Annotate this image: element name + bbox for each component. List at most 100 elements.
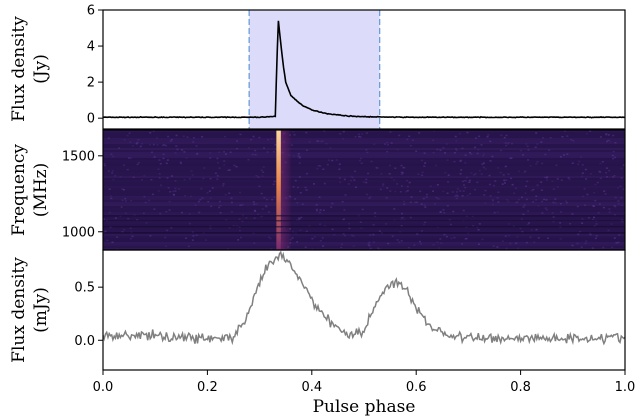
heatmap-speckle [478, 243, 480, 245]
heatmap-speckle [465, 237, 468, 240]
heatmap-speckle [476, 152, 479, 155]
y-tick-label: 0 [87, 112, 95, 127]
heatmap-speckle [114, 217, 117, 219]
heatmap-speckle [342, 233, 345, 235]
heatmap-speckle [525, 241, 528, 244]
heatmap-speckle [589, 130, 592, 132]
heatmap-speckle [605, 171, 608, 174]
heatmap-speckle [462, 180, 465, 183]
heatmap-speckle [252, 201, 255, 203]
heatmap-speckle [527, 222, 530, 224]
heatmap-speckle [223, 160, 226, 162]
heatmap-speckle [123, 189, 125, 191]
heatmap-speckle [398, 134, 401, 137]
heatmap-speckle [497, 201, 500, 203]
heatmap-speckle [613, 237, 616, 239]
y-tick-label: 0.5 [74, 281, 95, 296]
heatmap-speckle [503, 179, 506, 181]
heatmap-speckle [323, 130, 326, 132]
heatmap-speckle [585, 240, 588, 242]
heatmap-band [103, 152, 625, 154]
heatmap-speckle [516, 201, 519, 203]
heatmap-speckle [322, 140, 325, 142]
heatmap-speckle [251, 153, 254, 156]
heatmap-speckle [369, 196, 372, 198]
heatmap-speckle [394, 167, 397, 169]
heatmap-speckle [435, 164, 438, 167]
heatmap-speckle [424, 206, 427, 208]
heatmap-speckle [157, 190, 160, 192]
heatmap-speckle [461, 243, 464, 245]
heatmap-speckle [358, 135, 361, 138]
heatmap-speckle [175, 145, 178, 147]
heatmap-speckle [529, 164, 532, 167]
heatmap-speckle [298, 157, 301, 159]
heatmap-speckle [580, 246, 583, 248]
heatmap-speckle [354, 170, 357, 173]
heatmap-speckle [141, 142, 143, 145]
heatmap-speckle [529, 236, 532, 239]
heatmap-speckle [514, 187, 517, 190]
heatmap-speckle [556, 186, 559, 188]
heatmap-speckle [466, 194, 469, 197]
heatmap-speckle [265, 205, 268, 207]
heatmap-speckle [106, 239, 109, 241]
heatmap-speckle [228, 226, 231, 229]
heatmap-speckle [614, 205, 617, 208]
heatmap-speckle [620, 197, 623, 199]
heatmap-speckle [478, 135, 481, 138]
bottom-ylabel-line1: Flux density [9, 257, 29, 363]
heatmap-speckle [586, 193, 589, 196]
heatmap-speckle [552, 220, 555, 223]
heatmap-speckle [318, 211, 321, 214]
heatmap-speckle [342, 218, 345, 221]
heatmap-speckle [274, 144, 277, 146]
heatmap-speckle [517, 247, 520, 250]
heatmap-speckle [162, 153, 165, 156]
heatmap-speckle [258, 136, 261, 139]
heatmap-speckle [354, 186, 357, 188]
heatmap-speckle [419, 240, 421, 243]
flux-density-mjy-line [103, 250, 625, 346]
heatmap-speckle [135, 142, 138, 145]
heatmap-band [103, 184, 625, 186]
heatmap-speckle [191, 239, 194, 241]
heatmap-speckle [429, 185, 432, 187]
heatmap-speckle [595, 235, 598, 237]
top-ylabel-line1: Flux density [9, 16, 29, 122]
heatmap-speckle [565, 200, 568, 202]
heatmap-speckle [195, 234, 198, 236]
heatmap-speckle [222, 184, 225, 187]
heatmap-speckle [564, 130, 567, 132]
heatmap-speckle [288, 154, 291, 156]
heatmap-band [103, 208, 625, 210]
heatmap-band [103, 166, 625, 168]
heatmap-speckle [172, 194, 175, 196]
heatmap-speckle [423, 165, 426, 167]
heatmap-speckle [522, 154, 525, 156]
heatmap-speckle [343, 218, 346, 220]
heatmap-speckle [585, 132, 588, 135]
heatmap-speckle [217, 162, 219, 164]
heatmap-speckle [401, 172, 404, 174]
heatmap-speckle [187, 245, 190, 248]
heatmap-band [103, 170, 625, 172]
heatmap-speckle [421, 174, 424, 176]
heatmap-speckle [163, 144, 166, 146]
heatmap-speckle [390, 177, 393, 179]
heatmap-speckle [389, 131, 392, 133]
heatmap-speckle [365, 181, 368, 184]
heatmap-speckle [527, 210, 530, 212]
heatmap-speckle [401, 212, 403, 215]
heatmap-speckle [416, 233, 419, 235]
heatmap-speckle [614, 156, 617, 159]
heatmap-speckle [507, 200, 510, 203]
heatmap-speckle [455, 140, 458, 142]
heatmap-speckle [196, 153, 198, 155]
heatmap-speckle [351, 176, 354, 179]
heatmap-speckle [195, 145, 198, 147]
heatmap-speckle [421, 230, 423, 232]
heatmap-speckle [241, 204, 244, 206]
y-tick-label: 2 [87, 76, 95, 91]
heatmap-speckle [366, 151, 369, 154]
